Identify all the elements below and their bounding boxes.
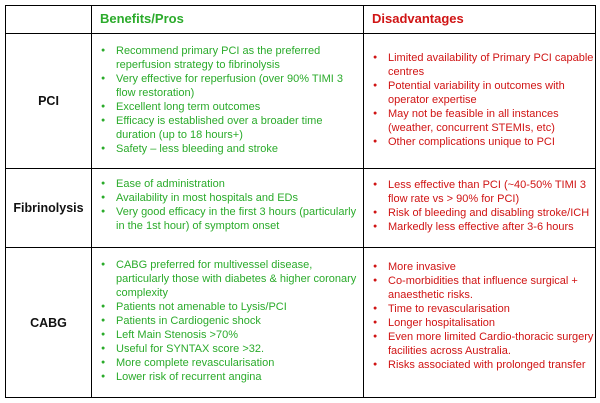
list-item: Ease of administration: [92, 177, 363, 191]
list-item: Safety – less bleeding and stroke: [92, 142, 363, 156]
fibrinolysis-disadvantages-list: Less effective than PCI (~40-50% TIMI 3 …: [364, 169, 595, 234]
list-item: Time to revascularisation: [364, 302, 595, 316]
list-item: Useful for SYNTAX score >32.: [92, 342, 363, 356]
cabg-benefits-cell: CABG preferred for multivessel disease, …: [91, 247, 364, 398]
list-item: Recommend primary PCI as the preferred r…: [92, 44, 363, 72]
list-item: Even more limited Cardio-thoracic surger…: [364, 330, 595, 358]
list-item: Lower risk of recurrent angina: [92, 370, 363, 384]
list-item: Risk of bleeding and disabling stroke/IC…: [364, 206, 595, 220]
list-item: Left Main Stenosis >70%: [92, 328, 363, 342]
pci-disadvantages-list: Limited availability of Primary PCI capa…: [364, 34, 595, 149]
list-item: Availability in most hospitals and EDs: [92, 191, 363, 205]
row-pci: PCI Recommend primary PCI as the preferr…: [5, 33, 596, 169]
header-disadvantages: Disadvantages: [363, 5, 596, 34]
list-item: Other complications unique to PCI: [364, 135, 595, 149]
fibrinolysis-benefits-list: Ease of administration Availability in m…: [92, 169, 363, 233]
list-item: May not be feasible in all instances (we…: [364, 107, 595, 135]
list-item: Efficacy is established over a broader t…: [92, 114, 363, 142]
list-item: Markedly less effective after 3-6 hours: [364, 220, 595, 234]
row-label-fibrinolysis: Fibrinolysis: [5, 168, 92, 248]
cabg-disadvantages-cell: More invasive Co-morbidities that influe…: [363, 247, 596, 398]
row-label-cabg: CABG: [5, 247, 92, 398]
pci-disadvantages-cell: Limited availability of Primary PCI capa…: [363, 33, 596, 169]
row-fibrinolysis: Fibrinolysis Ease of administration Avai…: [5, 168, 596, 248]
list-item: Patients not amenable to Lysis/PCI: [92, 300, 363, 314]
list-item: Less effective than PCI (~40-50% TIMI 3 …: [364, 178, 595, 206]
list-item: More complete revascularisation: [92, 356, 363, 370]
list-item: Longer hospitalisation: [364, 316, 595, 330]
cabg-disadvantages-list: More invasive Co-morbidities that influe…: [364, 248, 595, 372]
header-corner: [5, 5, 92, 34]
list-item: Limited availability of Primary PCI capa…: [364, 51, 595, 79]
list-item: Risks associated with prolonged transfer: [364, 358, 595, 372]
pci-benefits-list: Recommend primary PCI as the preferred r…: [92, 34, 363, 156]
header-benefits: Benefits/Pros: [91, 5, 364, 34]
list-item: Excellent long term outcomes: [92, 100, 363, 114]
cabg-benefits-list: CABG preferred for multivessel disease, …: [92, 248, 363, 384]
list-item: More invasive: [364, 260, 595, 274]
header-row: Benefits/Pros Disadvantages: [5, 5, 596, 34]
row-cabg: CABG CABG preferred for multivessel dise…: [5, 247, 596, 398]
list-item: CABG preferred for multivessel disease, …: [92, 258, 363, 300]
list-item: Co-morbidities that influence surgical +…: [364, 274, 595, 302]
list-item: Patients in Cardiogenic shock: [92, 314, 363, 328]
fibrinolysis-disadvantages-cell: Less effective than PCI (~40-50% TIMI 3 …: [363, 168, 596, 248]
list-item: Potential variability in outcomes with o…: [364, 79, 595, 107]
list-item: Very good efficacy in the first 3 hours …: [92, 205, 363, 233]
pci-benefits-cell: Recommend primary PCI as the preferred r…: [91, 33, 364, 169]
row-label-pci: PCI: [5, 33, 92, 169]
comparison-table: Benefits/Pros Disadvantages PCI Recommen…: [5, 5, 596, 398]
list-item: Very effective for reperfusion (over 90%…: [92, 72, 363, 100]
fibrinolysis-benefits-cell: Ease of administration Availability in m…: [91, 168, 364, 248]
